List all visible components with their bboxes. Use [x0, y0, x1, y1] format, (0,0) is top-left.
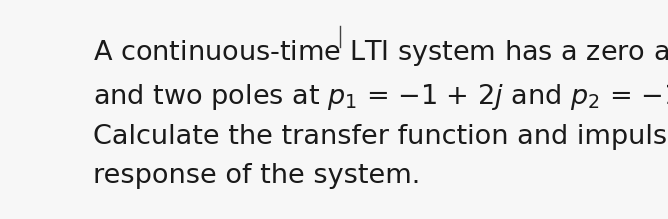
Text: and two poles at $p_1$ = $-$1 + 2$j$ and $p_2$ = $-$1 $-$ 2$j$.: and two poles at $p_1$ = $-$1 + 2$j$ and…: [93, 82, 668, 112]
Text: Calculate the transfer function and impulse: Calculate the transfer function and impu…: [93, 124, 668, 150]
Text: response of the system.: response of the system.: [93, 163, 420, 189]
Text: A continuous-time LTI system has a zero at $\mathregular{z}_1$ = 0: A continuous-time LTI system has a zero …: [93, 38, 668, 68]
